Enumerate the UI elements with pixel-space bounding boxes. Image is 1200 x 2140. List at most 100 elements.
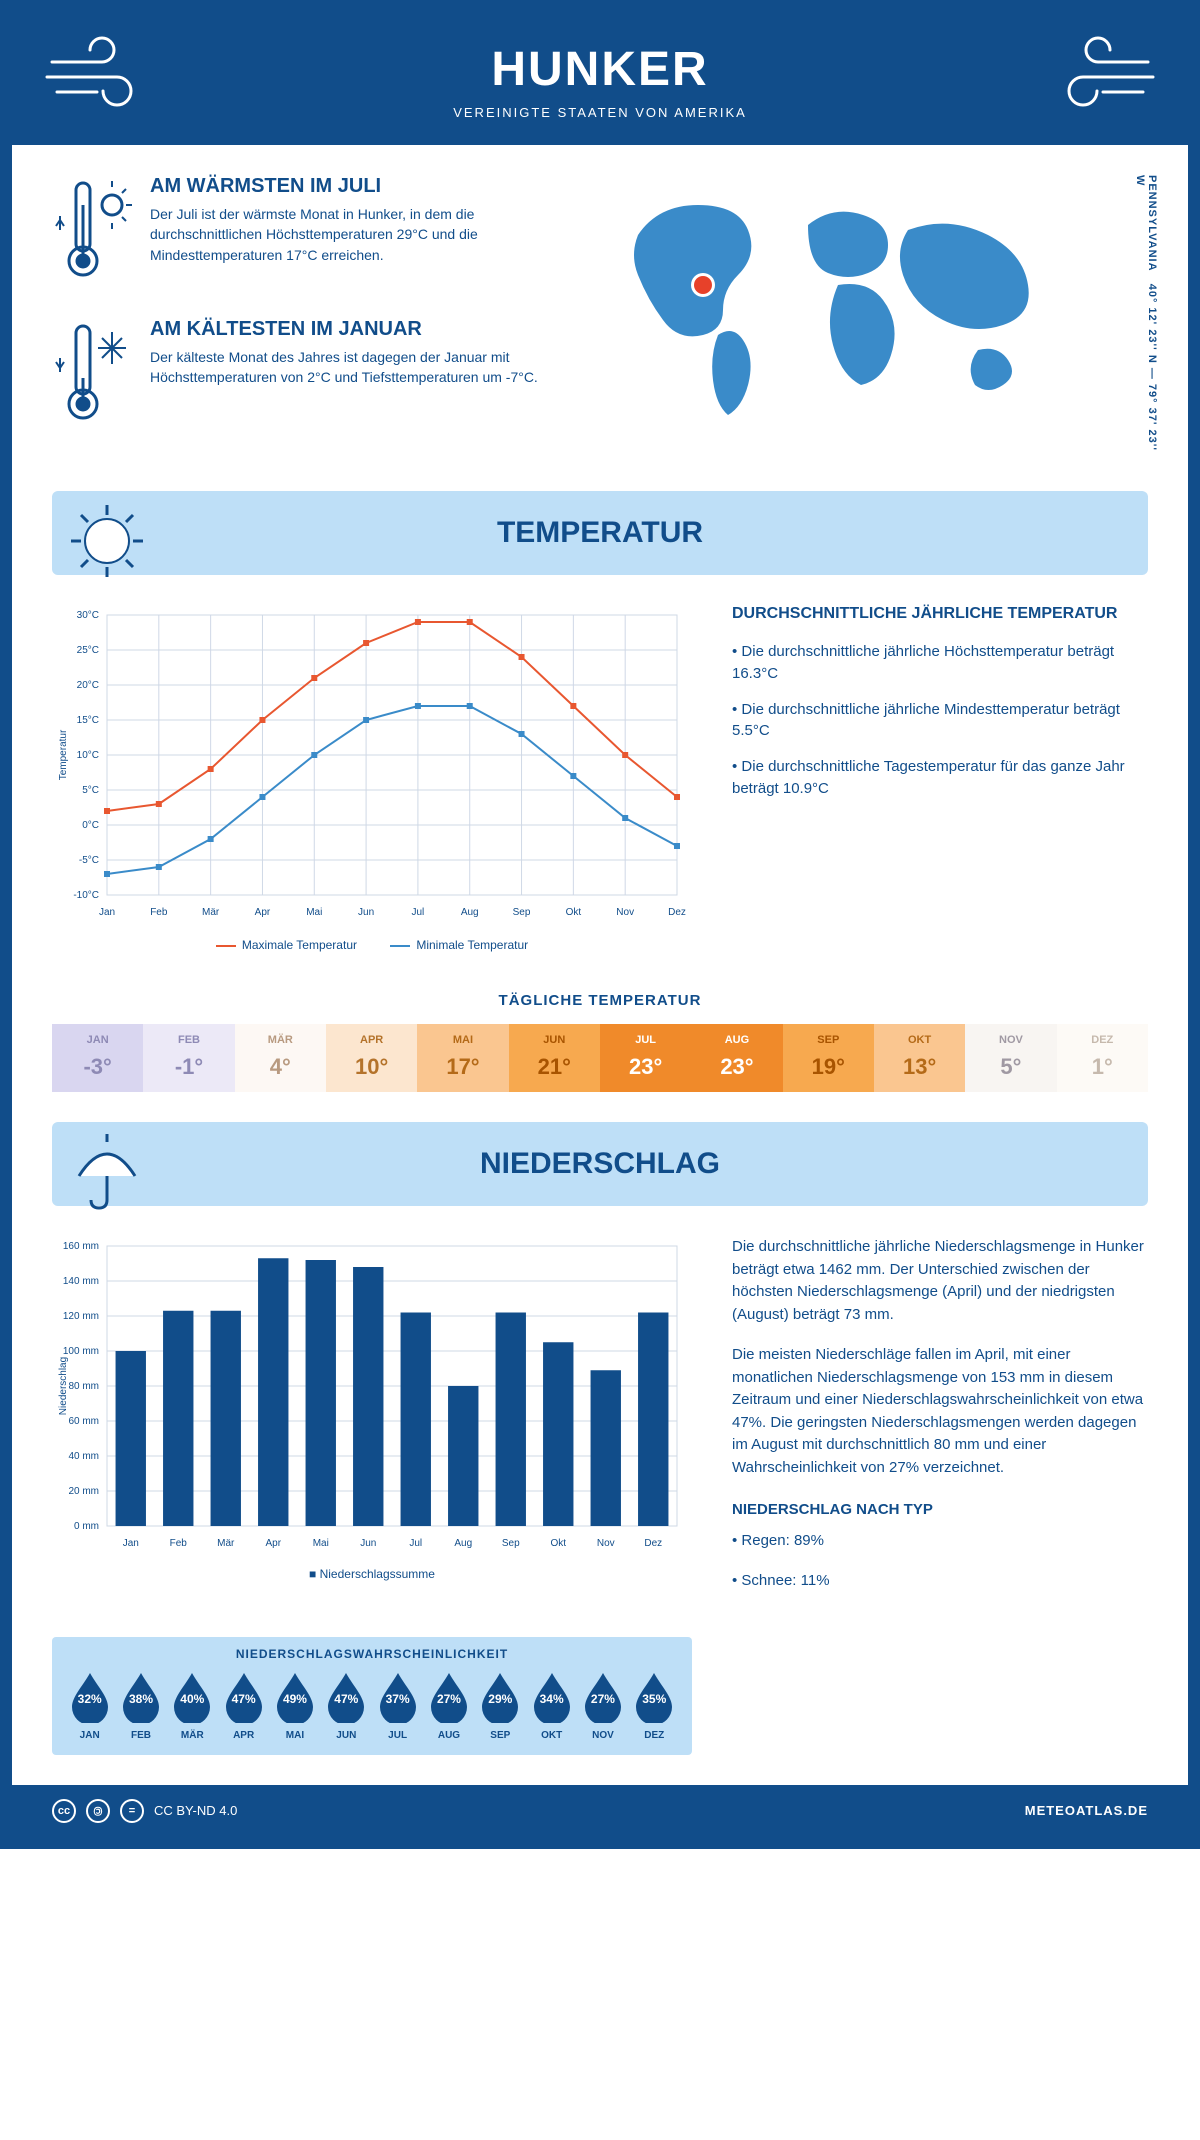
svg-text:Feb: Feb <box>170 1538 188 1549</box>
daily-temp-cell: JUN21° <box>509 1024 600 1092</box>
daily-temp-cell: OKT13° <box>874 1024 965 1092</box>
daily-temp-cell: JUL23° <box>600 1024 691 1092</box>
page-subtitle: VEREINIGTE STAATEN VON AMERIKA <box>32 105 1168 120</box>
license-text: CC BY-ND 4.0 <box>154 1803 237 1818</box>
warmest-desc: Der Juli ist der wärmste Monat in Hunker… <box>150 204 578 265</box>
svg-text:Mär: Mär <box>202 907 220 918</box>
warmest-block: AM WÄRMSTEN IM JULI Der Juli ist der wär… <box>52 175 578 290</box>
svg-text:Nov: Nov <box>616 907 634 918</box>
precip-prob-drop: 38%FEB <box>115 1669 166 1741</box>
svg-text:Mai: Mai <box>306 907 322 918</box>
precip-prob-drop: 47%APR <box>218 1669 269 1741</box>
coordinates: PENNSYLVANIA 40° 12' 23'' N — 79° 37' 23… <box>1134 175 1158 461</box>
daily-temp-cell: APR10° <box>326 1024 417 1092</box>
svg-text:Aug: Aug <box>454 1538 472 1549</box>
temperature-legend: Maximale Temperatur Minimale Temperatur <box>52 938 692 952</box>
svg-text:Jan: Jan <box>123 1538 139 1549</box>
coldest-title: AM KÄLTESTEN IM JANUAR <box>150 318 578 341</box>
precip-prob-drop: 35%DEZ <box>629 1669 680 1741</box>
sun-icon <box>67 501 147 589</box>
cc-icon: cc <box>52 1799 76 1823</box>
daily-temp-cell: AUG23° <box>691 1024 782 1092</box>
precip-prob-drop: 32%JAN <box>64 1669 115 1741</box>
svg-text:Jul: Jul <box>412 907 425 918</box>
section-precipitation: NIEDERSCHLAG <box>52 1122 1148 1206</box>
thermometer-cold-icon <box>52 318 132 433</box>
svg-text:Jan: Jan <box>99 907 115 918</box>
svg-text:Mai: Mai <box>313 1538 329 1549</box>
header: HUNKER VEREINIGTE STAATEN VON AMERIKA <box>12 12 1188 145</box>
daily-temp-cell: DEZ1° <box>1057 1024 1148 1092</box>
svg-text:80 mm: 80 mm <box>68 1381 99 1392</box>
svg-text:Okt: Okt <box>550 1538 566 1549</box>
nd-icon: = <box>120 1799 144 1823</box>
site-name: METEOATLAS.DE <box>1025 1803 1148 1818</box>
daily-temp-cell: MÄR4° <box>235 1024 326 1092</box>
svg-text:-5°C: -5°C <box>79 855 99 866</box>
svg-text:Feb: Feb <box>150 907 168 918</box>
precip-prob-drop: 47%JUN <box>321 1669 372 1741</box>
svg-text:Okt: Okt <box>566 907 582 918</box>
daily-temp-cell: SEP19° <box>783 1024 874 1092</box>
svg-text:25°C: 25°C <box>77 645 99 656</box>
thermometer-hot-icon <box>52 175 132 290</box>
svg-text:0 mm: 0 mm <box>74 1521 99 1532</box>
precipitation-chart: 0 mm 20 mm 40 mm 60 mm 80 mm 100 mm 120 mm 140 … <box>52 1236 692 1611</box>
svg-text:5°C: 5°C <box>82 785 99 796</box>
svg-text:100 mm: 100 mm <box>63 1346 99 1357</box>
daily-temp-cell: JAN-3° <box>52 1024 143 1092</box>
svg-text:Jun: Jun <box>358 907 374 918</box>
svg-text:10°C: 10°C <box>77 750 99 761</box>
precip-prob-drop: 40%MÄR <box>167 1669 218 1741</box>
svg-text:140 mm: 140 mm <box>63 1276 99 1287</box>
svg-text:Dez: Dez <box>644 1538 662 1549</box>
svg-text:0°C: 0°C <box>82 820 99 831</box>
svg-text:Niederschlag: Niederschlag <box>58 1357 69 1415</box>
daily-temp-cell: MAI17° <box>417 1024 508 1092</box>
warmest-title: AM WÄRMSTEN IM JULI <box>150 175 578 198</box>
temperature-summary: DURCHSCHNITTLICHE JÄHRLICHE TEMPERATUR •… <box>732 605 1148 952</box>
wind-icon <box>42 32 162 117</box>
svg-text:Dez: Dez <box>668 907 686 918</box>
svg-text:60 mm: 60 mm <box>68 1416 99 1427</box>
page-title: HUNKER <box>32 42 1168 97</box>
svg-text:15°C: 15°C <box>77 715 99 726</box>
precip-prob-drop: 27%NOV <box>577 1669 628 1741</box>
precip-probability: NIEDERSCHLAGSWAHRSCHEINLICHKEIT 32%JAN38… <box>52 1637 692 1755</box>
svg-text:120 mm: 120 mm <box>63 1311 99 1322</box>
precipitation-summary: Die durchschnittliche jährliche Niedersc… <box>732 1236 1148 1611</box>
temperature-chart: -10°C -5°C 0°C 5°C 10°C 15°C 20°C 25°C 30°C Jan Fe… <box>52 605 692 952</box>
svg-text:Sep: Sep <box>502 1538 520 1549</box>
world-map <box>608 175 1148 435</box>
svg-text:Temperatur: Temperatur <box>58 729 69 780</box>
umbrella-icon <box>67 1132 147 1220</box>
by-icon: 🄯 <box>86 1799 110 1823</box>
svg-text:Apr: Apr <box>255 907 271 918</box>
svg-text:Mär: Mär <box>217 1538 235 1549</box>
precip-prob-drop: 49%MAI <box>269 1669 320 1741</box>
wind-icon <box>1038 32 1158 117</box>
precip-prob-drop: 27%AUG <box>423 1669 474 1741</box>
section-temperature: TEMPERATUR <box>52 491 1148 575</box>
svg-text:160 mm: 160 mm <box>63 1241 99 1252</box>
precip-prob-drop: 37%JUL <box>372 1669 423 1741</box>
precip-prob-drop: 34%OKT <box>526 1669 577 1741</box>
daily-temp-cell: NOV5° <box>965 1024 1056 1092</box>
footer: cc 🄯 = CC BY-ND 4.0 METEOATLAS.DE <box>12 1785 1188 1837</box>
svg-text:30°C: 30°C <box>77 610 99 621</box>
coldest-block: AM KÄLTESTEN IM JANUAR Der kälteste Mona… <box>52 318 578 433</box>
daily-temp-cell: FEB-1° <box>143 1024 234 1092</box>
precip-legend: Niederschlagssumme <box>52 1567 692 1581</box>
precip-prob-drop: 29%SEP <box>475 1669 526 1741</box>
coldest-desc: Der kälteste Monat des Jahres ist dagege… <box>150 347 578 388</box>
svg-text:Jul: Jul <box>409 1538 422 1549</box>
svg-text:-10°C: -10°C <box>73 890 99 901</box>
svg-text:20 mm: 20 mm <box>68 1486 99 1497</box>
svg-text:Sep: Sep <box>513 907 531 918</box>
svg-text:Apr: Apr <box>265 1538 281 1549</box>
svg-text:40 mm: 40 mm <box>68 1451 99 1462</box>
daily-temp-title: TÄGLICHE TEMPERATUR <box>12 992 1188 1009</box>
svg-text:Jun: Jun <box>360 1538 376 1549</box>
svg-text:Aug: Aug <box>461 907 479 918</box>
svg-text:20°C: 20°C <box>77 680 99 691</box>
